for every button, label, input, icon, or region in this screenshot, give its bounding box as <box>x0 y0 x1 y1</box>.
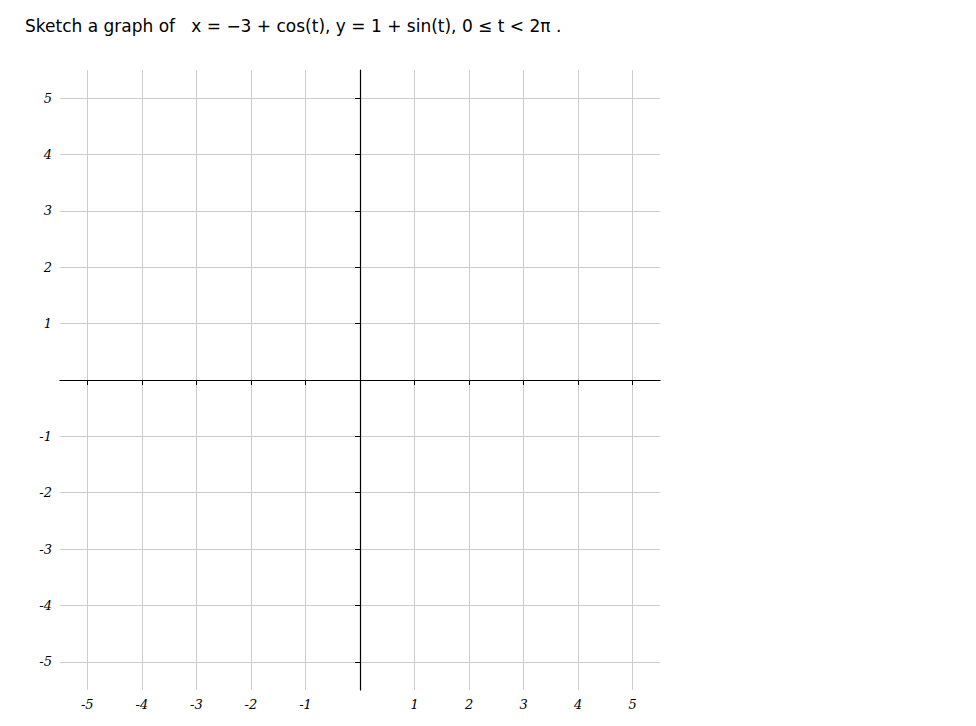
svg-text:1: 1 <box>410 697 418 712</box>
svg-text:3: 3 <box>519 697 527 712</box>
svg-text:-2: -2 <box>245 697 258 712</box>
svg-text:Sketch a graph of x = −3 + c: Sketch a graph of x = −3 + cos(t), y = 1… <box>25 16 561 36</box>
svg-text:-5: -5 <box>81 697 94 712</box>
svg-text:2: 2 <box>43 260 52 275</box>
svg-text:-5: -5 <box>39 654 52 669</box>
svg-text:4: 4 <box>43 147 52 162</box>
svg-text:-1: -1 <box>39 429 52 444</box>
svg-text:-4: -4 <box>135 697 148 712</box>
svg-text:-1: -1 <box>299 697 312 712</box>
svg-text:-2: -2 <box>39 485 52 500</box>
svg-text:2: 2 <box>464 697 473 712</box>
svg-text:-3: -3 <box>190 697 203 712</box>
svg-text:-4: -4 <box>39 598 52 613</box>
svg-text:5: 5 <box>44 91 52 106</box>
svg-text:-3: -3 <box>39 542 52 557</box>
svg-text:5: 5 <box>629 697 637 712</box>
svg-text:1: 1 <box>44 316 52 331</box>
svg-text:4: 4 <box>573 697 582 712</box>
svg-text:3: 3 <box>44 203 52 218</box>
